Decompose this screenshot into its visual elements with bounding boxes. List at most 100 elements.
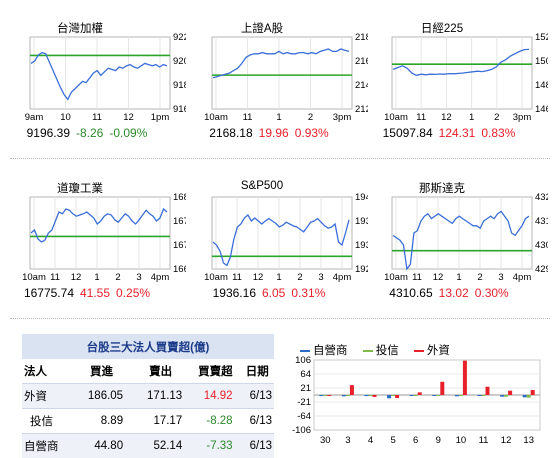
- x-tick-label: 10am: [384, 272, 408, 283]
- net-value: -7.33: [190, 434, 240, 458]
- trust-bar: [482, 395, 486, 396]
- sell-value: 171.13: [131, 384, 190, 409]
- x-tick-label: 2: [115, 272, 120, 283]
- col-header-buy: 買進: [72, 359, 131, 384]
- x-tick-label: 10am: [22, 272, 46, 283]
- dealer-bar: [365, 395, 369, 396]
- col-header-sell: 賣出: [131, 359, 190, 384]
- x-tick-label: 11: [243, 112, 253, 123]
- index-panel-shanghai[interactable]: 上證A股218021602140212010am11123pm2168.1819…: [192, 0, 368, 135]
- index-panel-dow[interactable]: 道瓊工業1680016760167201668010am11121234pm16…: [10, 160, 186, 295]
- trust-bar: [346, 395, 350, 396]
- dealer-bar: [410, 395, 414, 396]
- plot-area: [30, 197, 170, 269]
- index-panel-nasdaq[interactable]: 那斯達克432043104300429010am11121234pm4310.6…: [372, 160, 548, 295]
- investor-name: 自營商: [22, 434, 72, 458]
- y-tick-label: 4290: [535, 264, 548, 275]
- x-tick-label: 11: [412, 272, 422, 283]
- quote-row: 9196.39-8.26-0.09%: [10, 126, 170, 140]
- col-header-investor: 法人: [22, 359, 72, 384]
- table-row: 自營商 44.80 52.14 -7.33 6/13: [22, 434, 274, 458]
- index-price: 15097.84: [383, 126, 433, 140]
- x-tick-label: 1: [276, 272, 281, 283]
- intraday-chart: 194019361932192810am11121234pm: [192, 160, 368, 286]
- x-tick-label: 1pm: [151, 112, 170, 123]
- foreign-bar: [508, 391, 512, 395]
- intraday-chart: 1680016760167201668010am11121234pm: [10, 160, 186, 286]
- index-change-pct: 0.31%: [291, 286, 325, 300]
- y-tick-label: 16720: [173, 240, 186, 251]
- index-price: 1936.16: [213, 286, 256, 300]
- col-header-net: 買賣超: [190, 359, 240, 384]
- x-tick-label: 10am: [204, 272, 228, 283]
- dealer-bar: [319, 395, 323, 396]
- sell-value: 17.17: [131, 409, 190, 434]
- trust-bar: [414, 395, 418, 396]
- trust-bar: [527, 395, 531, 398]
- index-change-pct: 0.30%: [475, 286, 509, 300]
- y-tick-label: 9220: [173, 32, 186, 43]
- trust-bar: [391, 395, 395, 396]
- x-tick-label: 1: [469, 112, 474, 123]
- institutional-table: 台股三大法人買賣超(億) 法人 買進 賣出 買賣超 日期 外資 186.05 1…: [22, 334, 274, 458]
- date-value: 6/13: [241, 384, 274, 409]
- foreign-bar: [440, 382, 444, 395]
- index-change-pct: 0.25%: [116, 286, 150, 300]
- net-value: 14.92: [190, 384, 240, 409]
- x-tick-label: 12: [123, 112, 134, 123]
- x-tick-label: 3: [136, 272, 141, 283]
- index-panel-sp500[interactable]: S&P500194019361932192810am11121234pm1936…: [192, 160, 368, 295]
- x-tick-label: 12: [433, 272, 444, 283]
- y-tick-label: 16760: [173, 216, 186, 227]
- x-tick-label: 2: [477, 272, 482, 283]
- table-title: 台股三大法人買賣超(億): [22, 334, 274, 359]
- index-price: 4310.65: [389, 286, 432, 300]
- y-tick-label: 15000: [535, 56, 548, 67]
- intraday-chart: 432043104300429010am11121234pm: [372, 160, 548, 286]
- x-tick-label: 12: [501, 435, 512, 446]
- y-tick-label: 1936: [355, 216, 368, 227]
- y-tick-label: 2180: [355, 32, 368, 43]
- y-tick-label: 15200: [535, 32, 548, 43]
- index-panel-nikkei[interactable]: 日經2251520015000148001460010am1112123pm15…: [372, 0, 548, 135]
- intraday-chart: 218021602140212010am11123pm: [192, 0, 368, 126]
- x-tick-label: 10am: [204, 112, 228, 123]
- foreign-bar: [327, 395, 331, 396]
- investor-name: 外資: [22, 384, 72, 409]
- sell-value: 52.14: [131, 434, 190, 458]
- y-tick-label: 9200: [173, 56, 186, 67]
- foreign-bar: [531, 390, 535, 395]
- x-tick-label: 11: [416, 112, 426, 123]
- x-tick-label: 1: [456, 272, 461, 283]
- y-tick-label: 9160: [173, 104, 186, 115]
- index-price: 16775.74: [24, 286, 74, 300]
- y-tick-label: 2140: [355, 80, 368, 91]
- x-tick-label: 9: [436, 435, 441, 446]
- foreign-bar: [350, 385, 354, 395]
- dealer-bar: [432, 395, 436, 396]
- date-value: 6/13: [241, 409, 274, 434]
- plot-area: [212, 197, 352, 269]
- x-tick-label: 13: [523, 435, 534, 446]
- y-tick-label: 14800: [535, 80, 548, 91]
- index-change: 6.05: [262, 286, 285, 300]
- y-tick-label: 16800: [173, 192, 186, 203]
- y-tick-label: -64: [297, 411, 311, 422]
- x-tick-label: 2: [494, 112, 499, 123]
- plot-area: [30, 37, 170, 109]
- y-tick-label: 2160: [355, 56, 368, 67]
- index-change: 13.02: [439, 286, 469, 300]
- foreign-bar: [463, 361, 467, 395]
- x-tick-label: 4pm: [513, 272, 532, 283]
- x-tick-label: 11: [50, 272, 60, 283]
- x-tick-label: 1: [94, 272, 99, 283]
- y-tick-label: 1932: [355, 240, 368, 251]
- foreign-bar: [395, 395, 399, 398]
- y-tick-label: 106: [295, 355, 311, 366]
- y-tick-label: 14600: [535, 104, 548, 115]
- x-tick-label: 3: [498, 272, 503, 283]
- divider: [10, 158, 550, 159]
- index-panel-taiex[interactable]: 台灣加權92209200918091609am1011121pm9196.39-…: [10, 0, 186, 135]
